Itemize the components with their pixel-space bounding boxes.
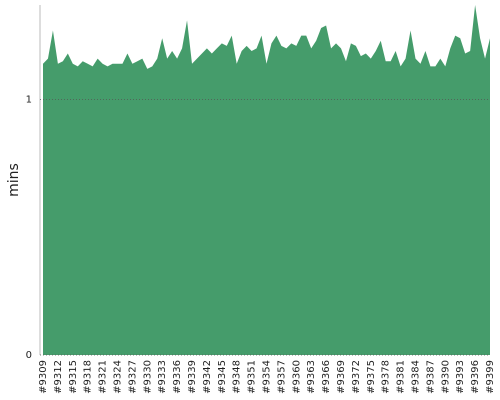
- x-tick-label: #9351: [247, 360, 258, 394]
- x-tick-label: #9345: [217, 360, 228, 394]
- x-tick-label: #9357: [276, 360, 287, 394]
- x-tick-label: #9369: [336, 360, 347, 394]
- x-tick-label: #9372: [351, 360, 362, 394]
- x-tick-label: #9330: [142, 360, 153, 394]
- x-tick-label: #9312: [53, 360, 64, 394]
- y-tick-label: 0: [26, 350, 32, 361]
- x-tick-label: #9354: [262, 360, 273, 394]
- x-tick-label: #9327: [127, 360, 138, 394]
- x-tick-label: #9378: [381, 360, 392, 394]
- x-tick-label: #9321: [98, 360, 109, 394]
- y-tick-label: 1: [26, 95, 32, 106]
- x-tick-label: #9393: [455, 360, 466, 394]
- x-tick-label: #9318: [83, 360, 94, 394]
- x-tick-label: #9360: [291, 360, 302, 394]
- x-tick-label: #9375: [366, 360, 377, 394]
- x-tick-label: #9324: [113, 360, 124, 394]
- x-tick-label: #9363: [306, 360, 317, 394]
- x-tick-label: #9396: [470, 360, 481, 394]
- x-tick-label: #9309: [38, 360, 49, 394]
- x-tick-label: #9384: [411, 360, 422, 394]
- x-tick-label: #9339: [187, 360, 198, 394]
- x-tick-label: #9333: [157, 360, 168, 394]
- y-axis-label: mins: [6, 163, 22, 197]
- x-tick-label: #9387: [425, 360, 436, 394]
- x-tick-label: #9390: [440, 360, 451, 394]
- x-tick-label: #9336: [172, 360, 183, 394]
- x-tick-label: #9342: [202, 360, 213, 394]
- x-tick-label: #9381: [396, 360, 407, 394]
- x-tick-label: #9348: [232, 360, 243, 394]
- x-tick-label: #9399: [485, 360, 496, 394]
- area: [43, 5, 490, 355]
- x-tick-label: #9315: [68, 360, 79, 394]
- x-tick-label: #9366: [321, 360, 332, 394]
